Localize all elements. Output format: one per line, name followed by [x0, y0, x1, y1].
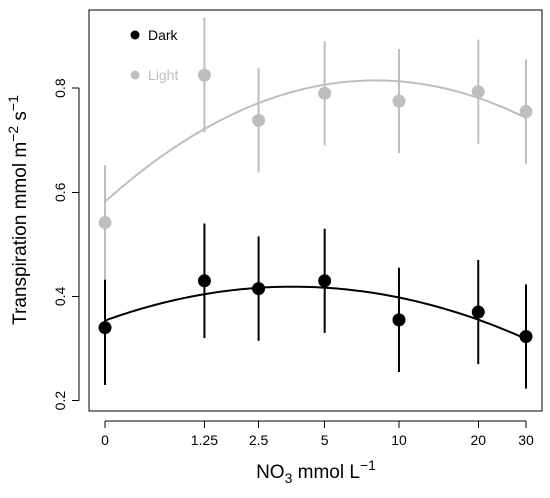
y-tick-label: 0.2 [52, 391, 68, 411]
dark-data-point [252, 282, 266, 296]
y-axis: 0.2 0.4 0.6 0.8 [52, 78, 80, 410]
y-title-mid: s [10, 111, 31, 126]
x-title-unit: mmol L [292, 462, 360, 483]
x-title-subscript: 3 [285, 470, 293, 486]
x-tick-label: 10 [391, 432, 407, 448]
legend-label-dark: Dark [148, 27, 179, 43]
y-ticks: 0.2 0.4 0.6 0.8 [52, 78, 79, 410]
light-data-point [392, 94, 406, 108]
light-data-point [197, 68, 211, 82]
series-layer [98, 17, 533, 389]
dark-data-point [318, 274, 332, 288]
x-title-superscript: −1 [360, 457, 376, 473]
light-data-point [519, 105, 533, 119]
x-tick-label: 0 [101, 432, 109, 448]
y-title-superscript-2: −1 [5, 95, 21, 111]
legend-label-light: Light [148, 67, 178, 83]
dark-data-point [98, 321, 112, 335]
x-tick-label: 20 [470, 432, 486, 448]
dark-data-point [392, 313, 406, 327]
fit-curves [104, 79, 527, 340]
dark-fit-curve [104, 285, 527, 340]
x-tick-label: 30 [518, 432, 534, 448]
x-axis-title: NO3 mmol L−1 [256, 457, 376, 486]
y-tick-label: 0.4 [52, 286, 68, 306]
y-title-base: Transpiration mmol m [10, 142, 31, 325]
dark-data-point [471, 305, 485, 319]
light-fit-curve [104, 79, 527, 203]
legend-marker-light [130, 70, 140, 80]
x-tick-label: 2.5 [249, 432, 269, 448]
legend: Dark Light [130, 27, 179, 83]
light-data-point [98, 215, 112, 229]
y-tick-label: 0.6 [52, 182, 68, 202]
x-tick-label: 5 [321, 432, 329, 448]
dark-series [98, 223, 533, 389]
y-axis-title: Transpiration mmol m−2 s−1 [5, 95, 31, 325]
y-tick-label: 0.8 [52, 78, 68, 98]
legend-marker-dark [130, 30, 140, 40]
x-tick-label: 1.25 [191, 432, 218, 448]
x-ticks: 0 1.25 2.5 5 10 20 30 [101, 421, 534, 448]
x-title-base: NO [256, 462, 285, 483]
dark-data-point [519, 330, 533, 344]
light-data-point [252, 113, 266, 127]
light-data-point [471, 85, 485, 99]
plot-area-frame [88, 9, 543, 412]
y-title-superscript-1: −2 [5, 126, 21, 142]
x-axis: 0 1.25 2.5 5 10 20 30 [101, 420, 534, 448]
dark-data-point [197, 274, 211, 288]
light-data-point [318, 86, 332, 100]
light-series [98, 17, 533, 280]
